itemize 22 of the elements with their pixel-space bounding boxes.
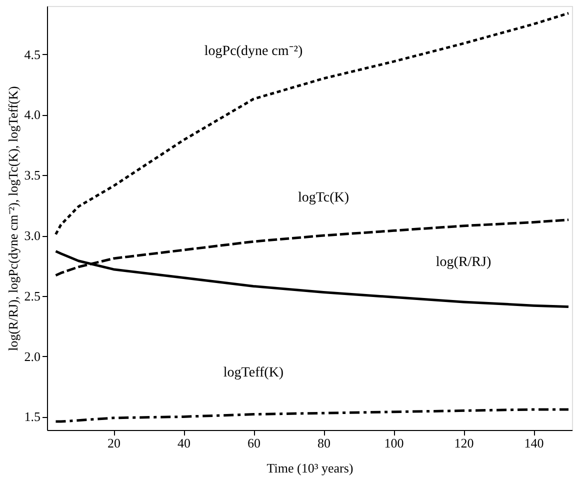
text: log(R/RJ) bbox=[436, 254, 492, 270]
line-series bbox=[54, 408, 570, 423]
x-tick-label: 80 bbox=[318, 436, 330, 450]
x-tick-label: 100 bbox=[384, 436, 404, 450]
y-tick-label: 1.5 bbox=[24, 409, 40, 424]
x-tick-label: 140 bbox=[524, 436, 544, 450]
x-tick-label: 40 bbox=[178, 436, 190, 450]
x-axis-title: Time (10³ years) bbox=[266, 460, 354, 476]
line-series bbox=[54, 12, 570, 236]
y-tick-label: 2.5 bbox=[24, 288, 40, 304]
y-tick-label: 4.0 bbox=[24, 107, 40, 122]
y-axis-title: log(R/RJ), logPc(dyne cm⁻²), logTc(K), logTeff(K) bbox=[5, 86, 20, 351]
y-tick-label: 3.0 bbox=[24, 228, 40, 244]
y-tick-label: 4.5 bbox=[24, 46, 40, 62]
x-tick-label: 20 bbox=[108, 436, 120, 450]
text: logTeff(K) bbox=[223, 365, 284, 380]
x-tick-label: 60 bbox=[248, 436, 260, 450]
y-tick-label: 2.0 bbox=[24, 348, 40, 364]
y-tick-label: 3.5 bbox=[24, 168, 40, 183]
series-label: logPc(dyne cm⁻²) bbox=[204, 44, 303, 60]
x-tick-label: 120 bbox=[454, 436, 474, 450]
text: logTc(K) bbox=[298, 190, 350, 206]
